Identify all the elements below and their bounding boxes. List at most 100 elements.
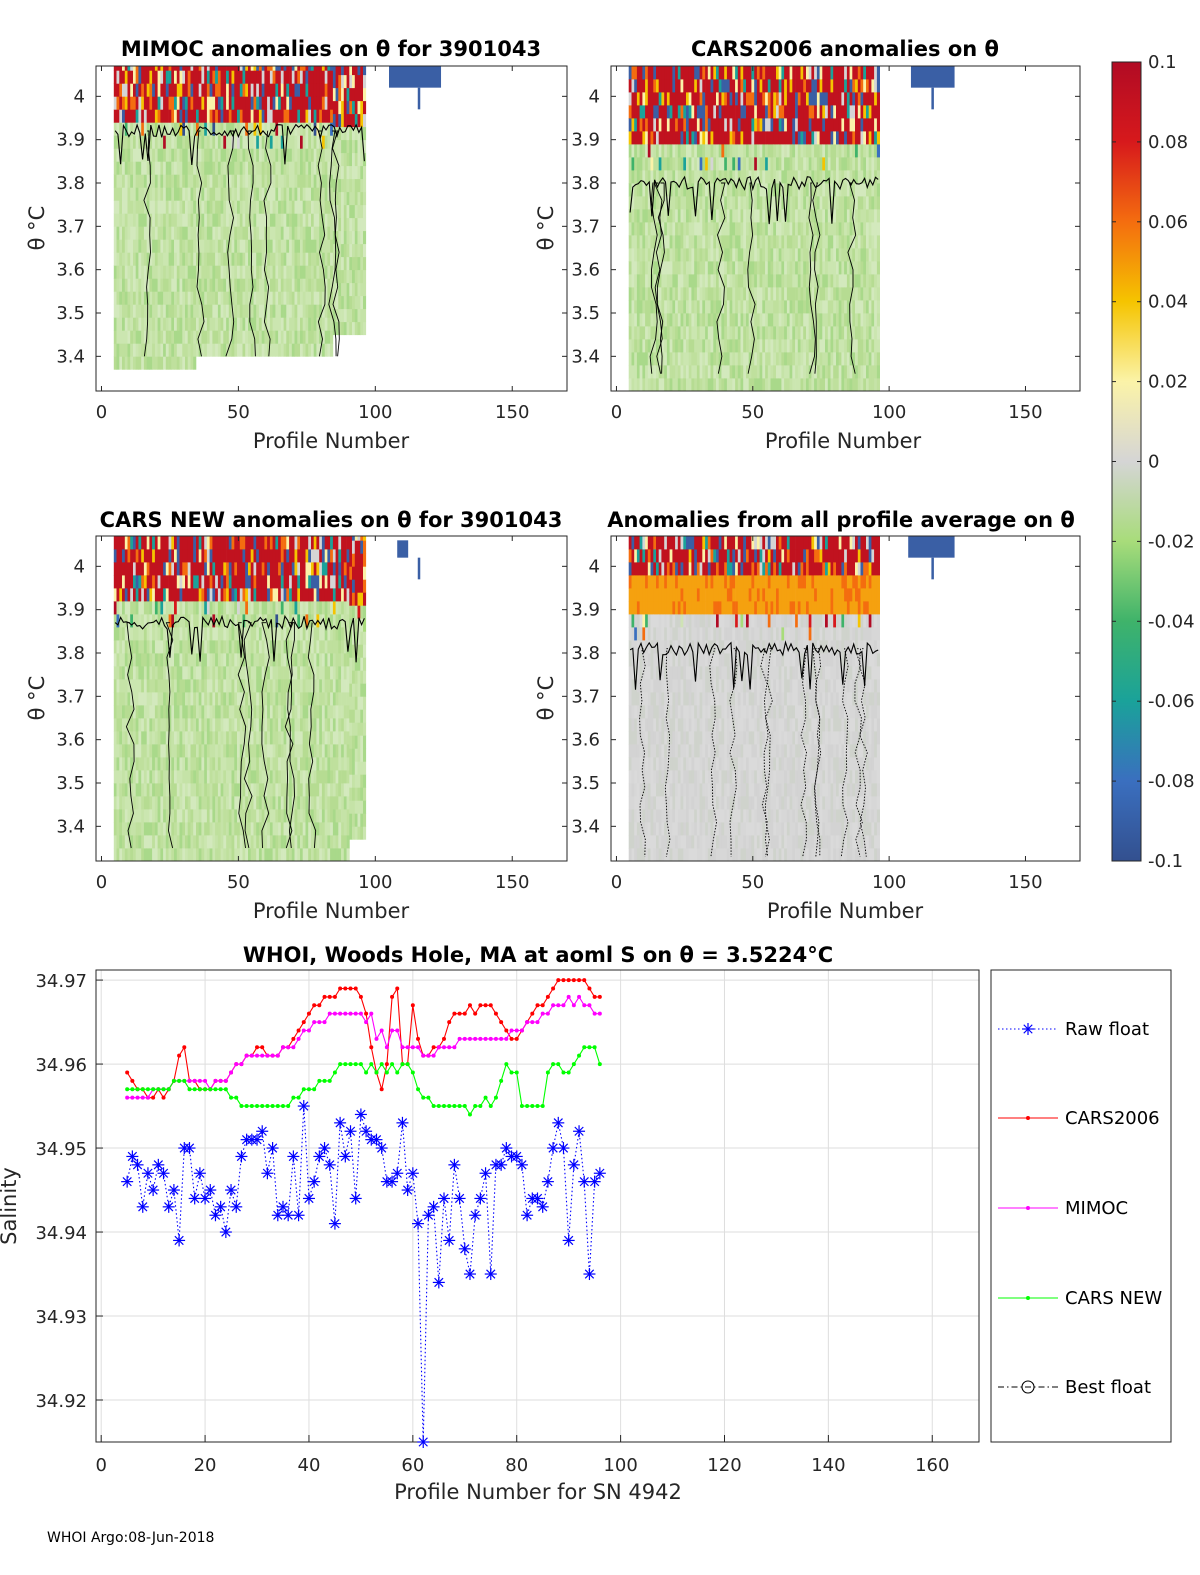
heatmap-cell (157, 343, 161, 357)
heatmap-cell (746, 66, 750, 80)
heatmap-cell (264, 66, 268, 71)
heatmap-cell (756, 274, 760, 288)
heatmap-cell (707, 261, 711, 275)
heatmap-cell (234, 252, 238, 266)
heatmap-cell (860, 222, 864, 236)
heatmap-cell (792, 378, 796, 391)
heatmap-cell (806, 79, 810, 93)
heatmap-cell (313, 161, 317, 175)
heatmap-cell (656, 339, 660, 353)
heatmap-cell (217, 161, 221, 175)
heatmap-cell (746, 144, 750, 158)
heatmap-cell (767, 118, 771, 132)
heatmap-cell (808, 131, 812, 145)
heatmap-cell (636, 131, 640, 145)
heatmap-cell (206, 122, 210, 136)
heatmap-cell (871, 196, 875, 210)
heatmap-cell (239, 96, 243, 110)
heatmap-cell (135, 822, 139, 836)
heatmap-cell (639, 105, 643, 119)
heatmap-cell (231, 239, 235, 253)
heatmap-cell (122, 562, 126, 576)
heatmap-cell (795, 378, 799, 391)
heatmap-cell (122, 252, 126, 266)
heatmap-cell (135, 148, 139, 162)
heatmap-cell (204, 109, 208, 123)
heatmap-cell (215, 96, 219, 110)
heatmap-cell (215, 66, 219, 71)
heatmap-cell (767, 248, 771, 262)
heatmap-cell (171, 239, 175, 253)
heatmap-cell (855, 287, 859, 301)
heatmap-cell (683, 300, 687, 314)
heatmap-cell (819, 118, 823, 132)
heatmap-cell (122, 614, 126, 628)
heatmap-cell (797, 339, 801, 353)
heatmap-cell (756, 326, 760, 340)
heatmap-cell (127, 835, 131, 849)
heatmap-cell (245, 304, 249, 318)
heatmap-cell (639, 235, 643, 249)
heatmap-cell (874, 248, 878, 262)
heatmap-cell (179, 187, 183, 201)
heatmap-cell (206, 343, 210, 357)
heatmap-cell (737, 222, 741, 236)
heatmap-cell (122, 291, 126, 305)
heatmap-cell (686, 157, 690, 171)
heatmap-cell (313, 265, 317, 279)
heatmap-cell (193, 135, 197, 149)
heatmap-cell (248, 96, 252, 110)
heatmap-cell (223, 70, 227, 84)
heatmap-cell (776, 235, 780, 249)
heatmap-cell (239, 343, 243, 357)
heatmap-cell (694, 378, 698, 391)
heatmap-cell (688, 352, 692, 366)
heatmap-cell (871, 170, 875, 184)
heatmap-cell (190, 83, 194, 97)
heatmap-cell (193, 187, 197, 201)
heatmap-cell (770, 352, 774, 366)
heatmap-cell (846, 313, 850, 327)
heatmap-cell (209, 148, 213, 162)
heatmap-cell (201, 161, 205, 175)
heatmap-cell (185, 83, 189, 97)
heatmap-cell (154, 161, 158, 175)
heatmap-cell (876, 170, 880, 184)
heatmap-cell (808, 183, 812, 197)
heatmap-cell (686, 170, 690, 184)
heatmap-cell (308, 122, 312, 136)
heatmap-cell (751, 274, 755, 288)
heatmap-cell (759, 235, 763, 249)
heatmap-cell (327, 226, 331, 240)
heatmap-cell (152, 278, 156, 292)
heatmap-cell (844, 300, 848, 314)
heatmap-cell (726, 326, 730, 340)
heatmap-cell (860, 235, 864, 249)
heatmap-cell (830, 339, 834, 353)
heatmap-cell (226, 239, 230, 253)
heatmap-cell (694, 196, 698, 210)
heatmap-cell (876, 261, 880, 275)
heatmap-cell (182, 109, 186, 123)
heatmap-cell (141, 588, 145, 602)
heatmap-cell (765, 274, 769, 288)
heatmap-cell (691, 274, 695, 288)
heatmap-cell (724, 326, 728, 340)
heatmap-cell (686, 287, 690, 301)
heatmap-cell (165, 317, 169, 331)
heatmap-cell (838, 287, 842, 301)
heatmap-cell (666, 222, 670, 236)
heatmap-cell (176, 278, 180, 292)
heatmap-cell (827, 144, 831, 158)
heatmap-cell (343, 165, 347, 180)
heatmap-cell (806, 248, 810, 262)
heatmap-cell (814, 131, 818, 145)
heatmap-cell (182, 66, 186, 71)
heatmap-cell (297, 317, 301, 331)
heatmap-cell (360, 217, 364, 232)
heatmap-cell (653, 313, 657, 327)
heatmap-cell (743, 365, 747, 379)
heatmap-cell (699, 287, 703, 301)
heatmap-cell (841, 339, 845, 353)
heatmap-cell (198, 70, 202, 84)
